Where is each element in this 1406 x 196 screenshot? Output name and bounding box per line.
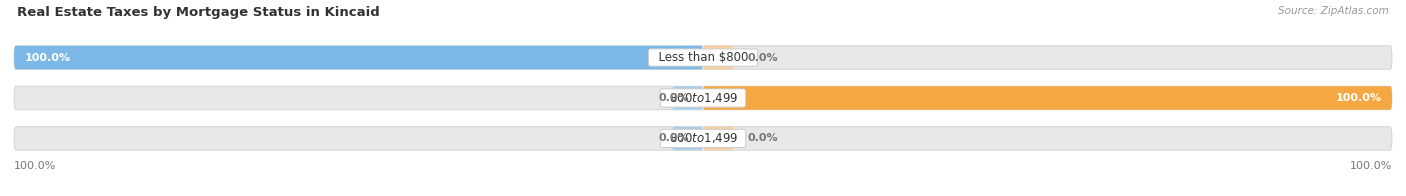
Text: 0.0%: 0.0% [748,53,779,63]
Text: $800 to $1,499: $800 to $1,499 [662,91,744,105]
FancyBboxPatch shape [703,86,1392,110]
Text: Source: ZipAtlas.com: Source: ZipAtlas.com [1278,6,1389,16]
Text: 100.0%: 100.0% [1350,161,1392,171]
Text: 0.0%: 0.0% [658,133,689,143]
Text: 0.0%: 0.0% [658,93,689,103]
Text: 100.0%: 100.0% [14,161,56,171]
FancyBboxPatch shape [672,86,703,110]
FancyBboxPatch shape [672,127,703,150]
Text: Less than $800: Less than $800 [651,51,755,64]
FancyBboxPatch shape [14,46,1392,69]
Text: 100.0%: 100.0% [1336,93,1382,103]
Text: 0.0%: 0.0% [748,133,779,143]
FancyBboxPatch shape [14,46,703,69]
FancyBboxPatch shape [14,86,1392,110]
Text: $800 to $1,499: $800 to $1,499 [662,132,744,145]
Text: 100.0%: 100.0% [24,53,70,63]
FancyBboxPatch shape [703,46,734,69]
FancyBboxPatch shape [14,127,1392,150]
FancyBboxPatch shape [703,127,734,150]
Text: Real Estate Taxes by Mortgage Status in Kincaid: Real Estate Taxes by Mortgage Status in … [17,6,380,19]
